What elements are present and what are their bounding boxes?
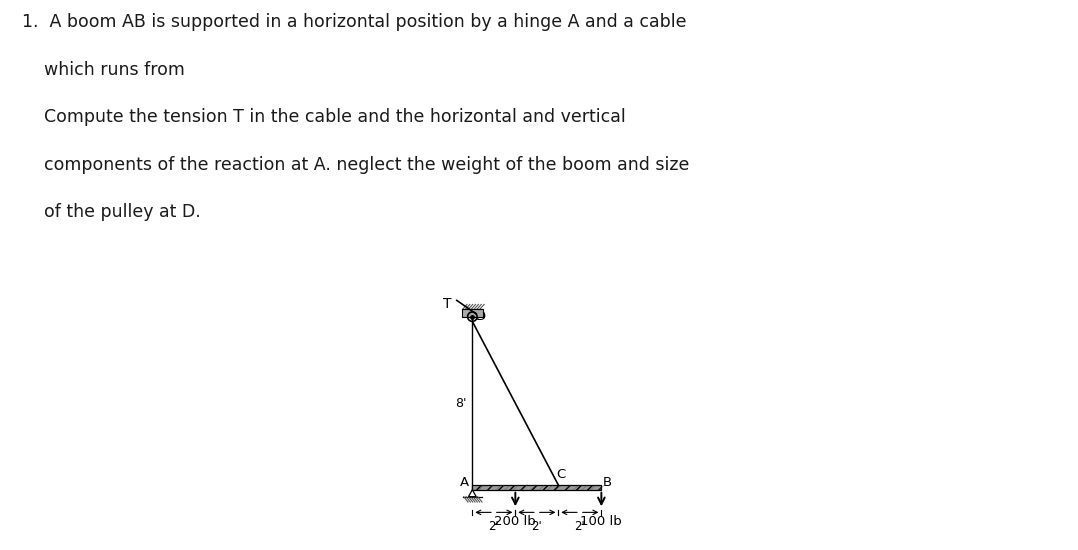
Text: 2': 2' xyxy=(488,520,499,533)
Text: D: D xyxy=(475,310,485,323)
Text: 200 lb: 200 lb xyxy=(495,514,536,527)
Text: 100 lb: 100 lb xyxy=(580,514,622,527)
Text: 2': 2' xyxy=(531,520,542,533)
Polygon shape xyxy=(469,490,476,497)
Text: T: T xyxy=(443,296,452,311)
Text: C: C xyxy=(556,468,566,481)
Text: 2': 2' xyxy=(575,520,585,533)
Text: which runs from: which runs from xyxy=(22,60,190,79)
Text: Compute the tension T in the cable and the horizontal and vertical: Compute the tension T in the cable and t… xyxy=(22,108,625,127)
Text: A: A xyxy=(459,476,469,489)
Text: 1.  A boom AB is supported in a horizontal position by a hinge A and a cable: 1. A boom AB is supported in a horizonta… xyxy=(22,13,686,31)
Text: 8': 8' xyxy=(455,397,467,410)
Text: components of the reaction at A. neglect the weight of the boom and size: components of the reaction at A. neglect… xyxy=(22,156,689,174)
Text: B: B xyxy=(603,476,612,489)
Bar xyxy=(472,485,602,490)
Text: of the pulley at D.: of the pulley at D. xyxy=(22,204,201,221)
Bar xyxy=(461,309,483,317)
